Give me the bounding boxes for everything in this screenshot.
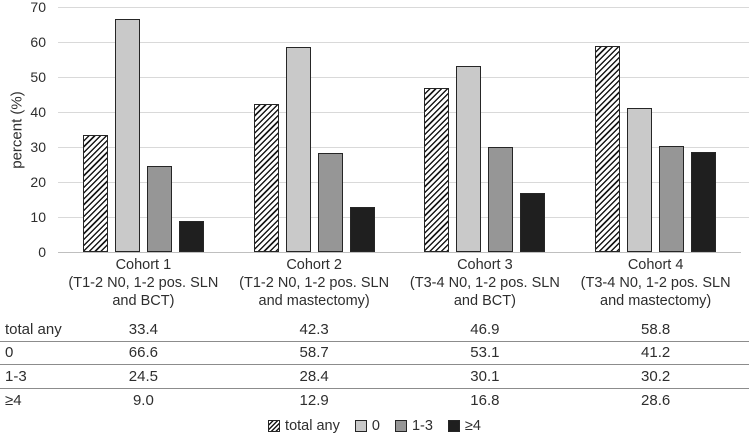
table-cell: 46.9 <box>470 320 500 338</box>
legend-label: 1-3 <box>411 418 433 434</box>
category-desc: (T3-4 N0, 1-2 pos. SLN and BCT) <box>409 275 560 309</box>
bar <box>285 46 311 252</box>
legend-swatch <box>354 420 367 432</box>
table-row-values: 24.5 28.4 30.1 30.2 <box>58 368 741 385</box>
bar <box>456 66 482 252</box>
bar-group <box>58 7 229 252</box>
table-row-values: 33.4 42.3 46.9 58.8 <box>58 321 741 338</box>
category-name: Cohort 2 <box>286 257 342 273</box>
table-cell: 33.4 <box>128 320 158 338</box>
y-tick-label: 50 <box>30 69 46 85</box>
table-cell: 30.1 <box>470 367 500 385</box>
bar <box>114 18 140 252</box>
x-axis-category-label: Cohort 4 (T3-4 N0, 1-2 pos. SLN and maste… <box>570 256 741 310</box>
table-cell: 58.7 <box>299 344 329 362</box>
category-name: Cohort 3 <box>457 257 513 273</box>
x-axis-category-label: Cohort 2 (T1-2 N0, 1-2 pos. SLN and maste… <box>229 256 400 310</box>
bar <box>659 146 685 252</box>
bar <box>146 166 172 252</box>
legend-item: ≥4 <box>447 418 481 434</box>
legend-swatch <box>394 420 407 432</box>
x-axis-category-label: Cohort 3 (T3-4 N0, 1-2 pos. SLN and BCT) <box>400 256 571 310</box>
y-tick-label: 30 <box>30 139 46 155</box>
gridline <box>58 112 749 113</box>
bar <box>349 206 375 252</box>
legend-label: ≥4 <box>464 418 481 434</box>
gridline <box>58 147 749 148</box>
bar <box>253 103 279 252</box>
gridline <box>58 7 749 8</box>
gridline <box>58 77 749 78</box>
legend-label: 0 <box>371 418 380 434</box>
table-cell: 58.8 <box>641 320 671 338</box>
legend-swatch <box>268 420 281 432</box>
table-cell: 53.1 <box>470 344 500 362</box>
table-cell: 41.2 <box>641 344 671 362</box>
y-tick-label: 10 <box>30 209 46 225</box>
bar <box>520 193 546 252</box>
table-row: 0 66.6 58.7 53.1 41.2 <box>0 342 749 365</box>
bar <box>595 46 621 252</box>
category-desc: (T1-2 N0, 1-2 pos. SLN and mastectomy) <box>239 275 390 309</box>
x-axis-labels: Cohort 1 (T1-2 N0, 1-2 pos. SLN and BCT) C… <box>58 256 741 310</box>
table-cell: 12.9 <box>299 391 329 409</box>
category-desc: (T1-2 N0, 1-2 pos. SLN and BCT) <box>68 275 219 309</box>
bar <box>488 146 514 252</box>
table-row-label: 0 <box>5 344 14 362</box>
y-tick-label: 60 <box>30 34 46 50</box>
bar-group <box>400 7 571 252</box>
bar <box>82 135 108 252</box>
table-row: total any 33.4 42.3 46.9 58.8 <box>0 318 749 342</box>
table-cell: 28.6 <box>641 391 671 409</box>
bar <box>691 151 717 252</box>
bar-group <box>229 7 400 252</box>
bar-group <box>570 7 741 252</box>
table-cell: 30.2 <box>641 367 671 385</box>
y-tick-label: 40 <box>30 104 46 120</box>
y-tick-label: 20 <box>30 174 46 190</box>
table-row: ≥4 9.0 12.9 16.8 28.6 <box>0 389 749 413</box>
data-table: total any 33.4 42.3 46.9 58.8 0 66.6 58.7 53.1 41… <box>0 318 749 412</box>
category-desc: (T3-4 N0, 1-2 pos. SLN and mastectomy) <box>580 275 731 309</box>
table-row-label: 1-3 <box>5 367 27 385</box>
chart-legend: total any 0 1-3 ≥4 <box>0 418 749 434</box>
plot-area <box>58 7 749 253</box>
legend-item: 1-3 <box>394 418 433 434</box>
category-name: Cohort 1 <box>115 257 172 273</box>
gridline <box>58 42 749 43</box>
table-cell: 9.0 <box>132 391 154 409</box>
table-cell: 24.5 <box>128 367 158 385</box>
legend-label: total any <box>285 418 340 434</box>
table-cell: 28.4 <box>299 367 329 385</box>
y-tick-label: 70 <box>30 0 46 15</box>
table-cell: 42.3 <box>299 320 329 338</box>
gridline <box>58 217 749 218</box>
y-axis-ticks: 0 10 20 30 40 50 60 70 <box>0 0 52 260</box>
y-tick-label: 0 <box>38 244 46 260</box>
table-row-label: ≥4 <box>5 391 22 409</box>
table-row-values: 9.0 12.9 16.8 28.6 <box>58 392 741 409</box>
bar <box>424 87 450 252</box>
legend-swatch <box>447 420 460 432</box>
bar <box>627 107 653 252</box>
bar <box>317 152 343 252</box>
category-name: Cohort 4 <box>627 257 684 273</box>
table-cell: 16.8 <box>470 391 500 409</box>
table-row-values: 66.6 58.7 53.1 41.2 <box>58 344 741 361</box>
legend-item: total any <box>268 418 340 434</box>
x-axis-category-label: Cohort 1 (T1-2 N0, 1-2 pos. SLN and BCT) <box>58 256 229 310</box>
table-cell: 66.6 <box>128 344 158 362</box>
table-row: 1-3 24.5 28.4 30.1 30.2 <box>0 365 749 389</box>
bar <box>178 220 204 252</box>
table-row-label: total any <box>5 320 62 338</box>
legend-item: 0 <box>354 418 380 434</box>
gridline <box>58 182 749 183</box>
